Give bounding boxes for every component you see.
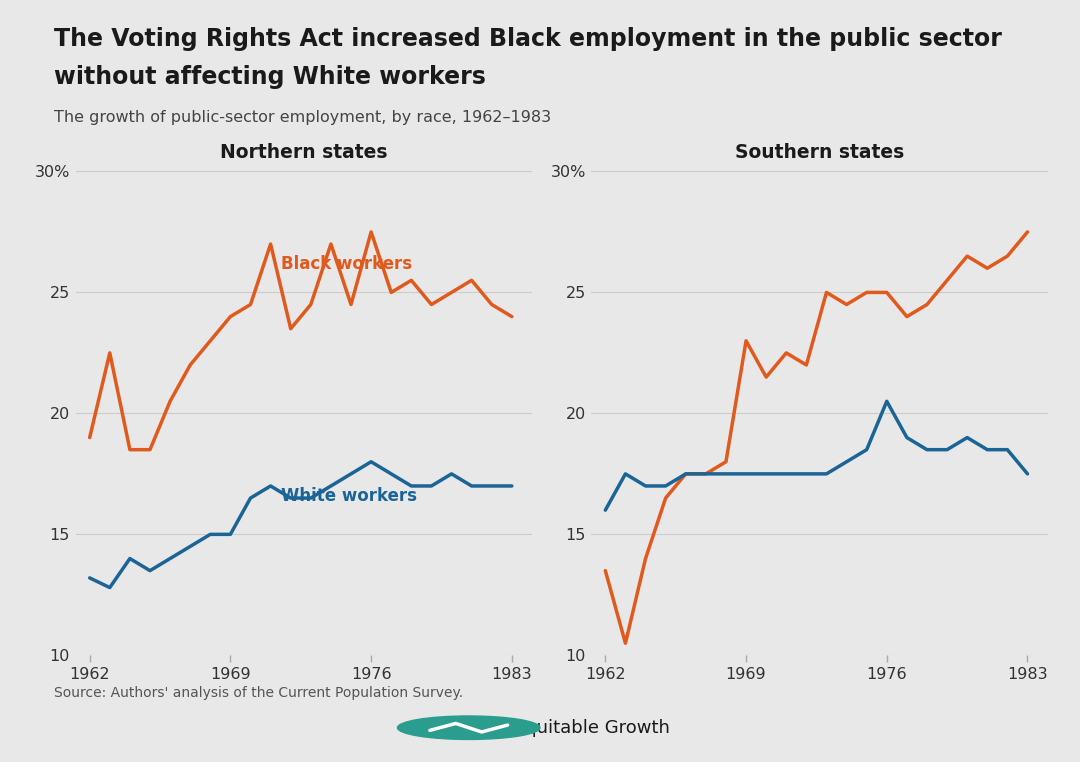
Title: Southern states: Southern states — [734, 142, 904, 162]
Text: The growth of public-sector employment, by race, 1962–1983: The growth of public-sector employment, … — [54, 110, 551, 126]
Text: Source: Authors' analysis of the Current Population Survey.: Source: Authors' analysis of the Current… — [54, 686, 463, 700]
Title: Northern states: Northern states — [220, 142, 388, 162]
Text: Black workers: Black workers — [281, 255, 411, 273]
Text: without affecting White workers: without affecting White workers — [54, 65, 486, 88]
Circle shape — [397, 716, 540, 739]
Text: The Voting Rights Act increased Black employment in the public sector: The Voting Rights Act increased Black em… — [54, 27, 1002, 50]
Text: White workers: White workers — [281, 488, 417, 505]
Text: Equitable Growth: Equitable Growth — [514, 719, 670, 737]
